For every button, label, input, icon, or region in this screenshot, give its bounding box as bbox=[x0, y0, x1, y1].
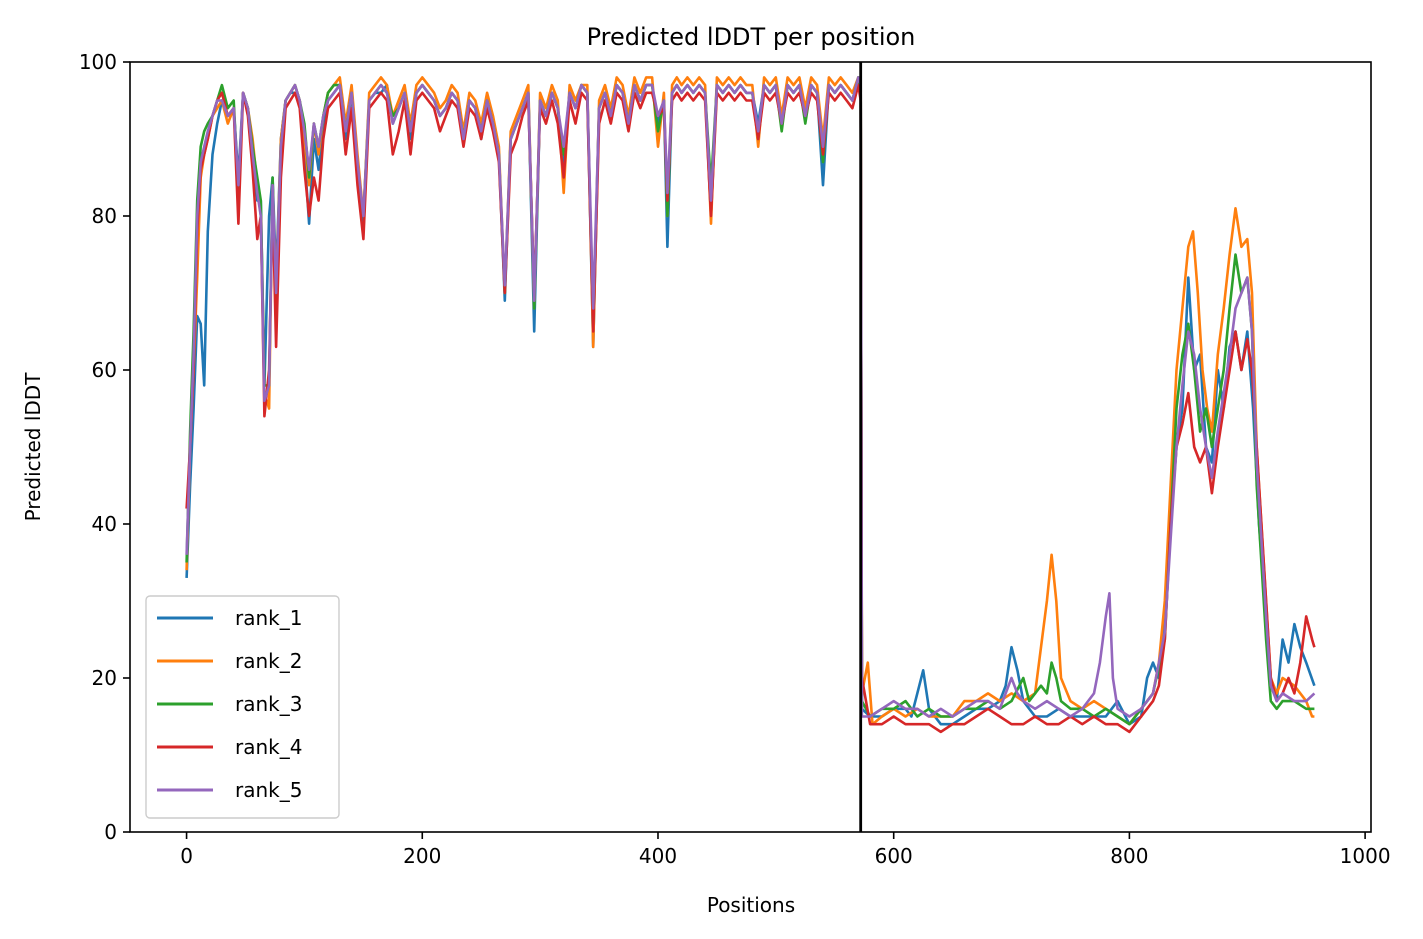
x-axis-label: Positions bbox=[707, 893, 795, 917]
x-tick-label: 400 bbox=[639, 844, 677, 868]
y-tick-label: 40 bbox=[92, 512, 117, 536]
series-line-rank_4 bbox=[185, 83, 1316, 734]
legend-label-rank_1: rank_1 bbox=[235, 606, 302, 630]
x-tick-label: 600 bbox=[875, 844, 913, 868]
y-tick-label: 80 bbox=[92, 204, 117, 228]
y-tick-label: 0 bbox=[104, 820, 117, 844]
y-tick-label: 20 bbox=[92, 666, 117, 690]
x-axis-ticks: 0 200 400 600 800 1000 bbox=[180, 832, 1391, 868]
x-tick-label: 1000 bbox=[1340, 844, 1391, 868]
legend-label-rank_4: rank_4 bbox=[235, 735, 302, 759]
x-tick-label: 0 bbox=[180, 844, 193, 868]
y-axis-ticks: 0 20 40 60 80 100 bbox=[79, 50, 130, 844]
x-tick-label: 200 bbox=[403, 844, 441, 868]
series-line-rank_5 bbox=[185, 76, 1316, 718]
chart-title: Predicted lDDT per position bbox=[587, 23, 916, 51]
legend-label-rank_2: rank_2 bbox=[235, 649, 302, 673]
legend-label-rank_3: rank_3 bbox=[235, 692, 302, 716]
plot-area bbox=[185, 76, 1316, 734]
y-tick-label: 60 bbox=[92, 358, 117, 382]
y-axis-label: Predicted lDDT bbox=[21, 372, 45, 522]
plot-frame bbox=[129, 61, 1372, 833]
legend-box bbox=[145, 595, 340, 819]
x-tick-label: 800 bbox=[1110, 844, 1148, 868]
legend: rank_1 rank_2 rank_3 rank_4 rank_5 bbox=[145, 595, 340, 819]
legend-label-rank_5: rank_5 bbox=[235, 778, 302, 802]
y-tick-label: 100 bbox=[79, 50, 117, 74]
